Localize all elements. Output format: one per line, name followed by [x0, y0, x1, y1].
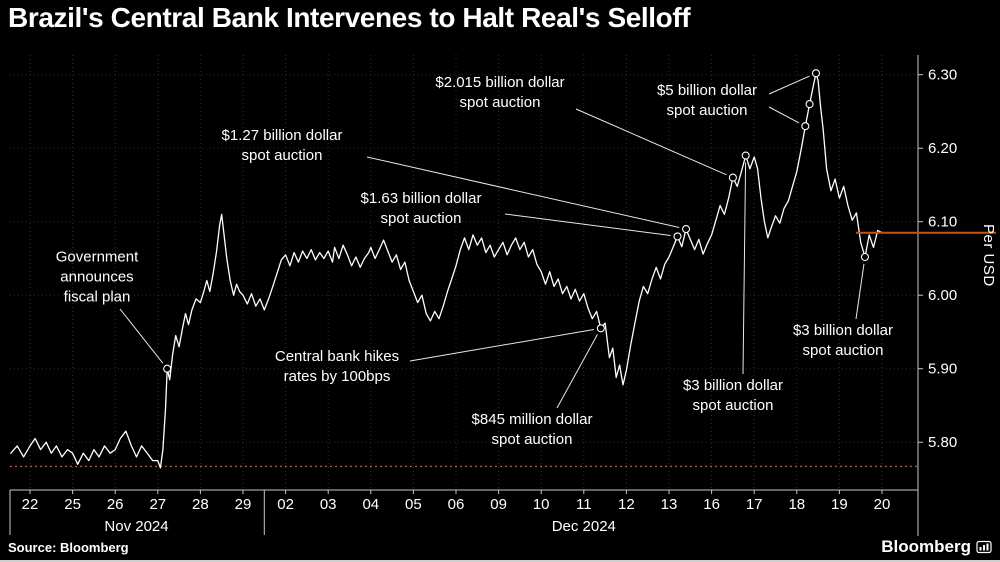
event-marker: [811, 69, 821, 78]
x-tick-label: 05: [405, 496, 422, 513]
y-tick-label: 6.10: [928, 214, 957, 231]
event-marker: [741, 151, 750, 160]
y-tick-label: 6.00: [928, 287, 957, 304]
x-tick-label: 27: [149, 496, 166, 513]
x-tick-label: 17: [746, 496, 763, 513]
x-tick-label: 18: [788, 496, 805, 513]
x-tick-label: 19: [831, 496, 848, 513]
leader-line: [575, 108, 727, 176]
y-tick-label: 6.20: [928, 140, 957, 157]
y-axis-title: Per USD: [980, 224, 997, 287]
x-tick-label: 16: [703, 496, 720, 513]
x-tick-label: 11: [576, 496, 592, 513]
leader-line: [768, 75, 810, 95]
bloomberg-terminal-icon: [976, 540, 992, 554]
bottom-edge-divider: [0, 560, 1000, 562]
leader-line: [855, 263, 865, 320]
x-tick-label: 20: [874, 496, 891, 513]
event-marker: [860, 252, 870, 262]
leader-line: [409, 328, 595, 362]
month-label: Nov 2024: [104, 518, 168, 535]
leader-line: [504, 213, 671, 237]
event-marker: [673, 232, 682, 241]
price-line: [10, 72, 883, 469]
x-tick-label: 22: [22, 496, 39, 513]
month-label: Dec 2024: [552, 518, 616, 535]
y-tick-label: 5.80: [928, 434, 957, 451]
event-marker: [805, 100, 814, 109]
event-marker: [801, 122, 810, 131]
leader-line: [742, 162, 747, 375]
brand-name: Bloomberg: [881, 537, 971, 556]
bloomberg-logo: Bloomberg: [881, 537, 992, 557]
leader-line: [556, 334, 598, 409]
x-tick-label: 28: [192, 496, 209, 513]
event-marker: [596, 324, 605, 333]
x-tick-label: 13: [661, 496, 678, 513]
x-tick-label: 03: [320, 496, 337, 513]
x-tick-label: 04: [362, 496, 379, 513]
source-label: Source: Bloomberg: [8, 540, 129, 555]
event-marker: [681, 225, 691, 234]
event-marker: [163, 364, 172, 373]
leader-line: [768, 106, 800, 124]
x-tick-label: 09: [490, 496, 507, 513]
x-tick-label: 25: [64, 496, 81, 513]
leader-line: [119, 308, 164, 364]
x-tick-label: 12: [618, 496, 635, 513]
x-tick-label: 10: [533, 496, 550, 513]
x-tick-label: 29: [235, 496, 252, 513]
y-tick-label: 5.90: [928, 361, 957, 378]
event-marker: [728, 173, 737, 182]
x-tick-label: 26: [107, 496, 124, 513]
x-tick-label: 06: [448, 496, 465, 513]
leader-line: [366, 156, 680, 229]
x-tick-label: 02: [277, 496, 294, 513]
chart-title: Brazil's Central Bank Intervenes to Halt…: [8, 2, 691, 33]
y-tick-label: 6.30: [928, 67, 957, 84]
